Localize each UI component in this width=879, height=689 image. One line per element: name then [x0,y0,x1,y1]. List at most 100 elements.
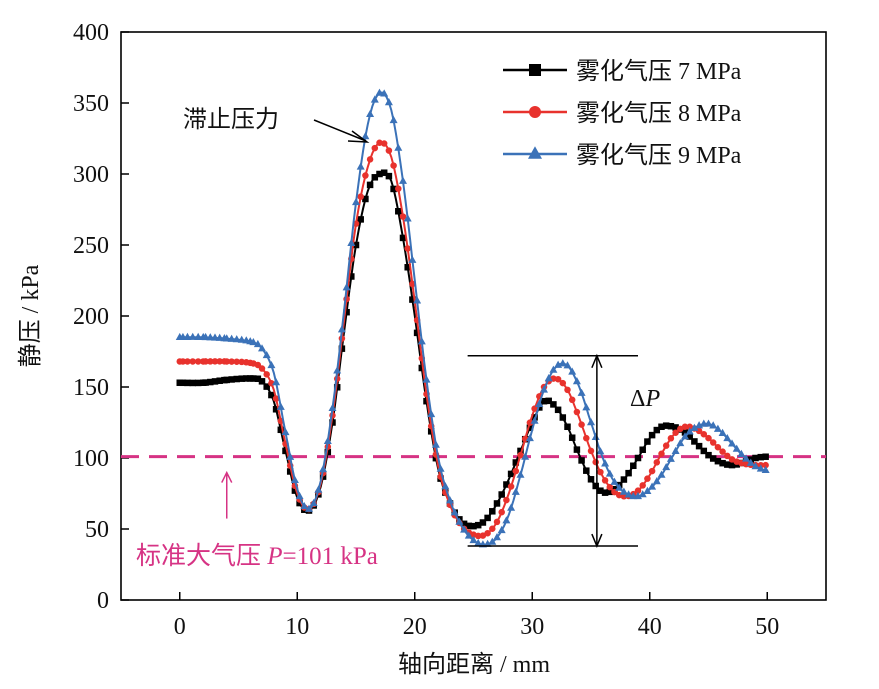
data-point [502,516,511,524]
data-point [540,397,548,405]
data-point [413,296,422,304]
data-point [211,378,219,385]
reference-label-prefix: 标准大气压 [136,542,267,570]
data-point [333,384,341,391]
data-point [723,433,732,442]
x-tick-label: 40 [638,614,662,640]
data-point [583,434,590,442]
data-point [427,409,436,418]
data-point [329,419,336,426]
legend-marker [529,64,541,76]
x-tick-label: 10 [285,614,309,640]
data-point [498,508,505,516]
y-tick-label: 200 [73,304,109,330]
data-point [413,329,421,337]
data-point [493,500,501,507]
data-point [228,376,235,383]
data-point [441,482,450,490]
y-tick-label: 150 [73,375,109,401]
data-point [596,447,605,455]
data-point [762,461,769,469]
y-tick-label: 300 [73,162,109,188]
data-point [450,508,459,516]
data-point [474,532,482,540]
data-point [724,461,731,468]
y-tick-label: 250 [73,233,109,259]
data-point [517,451,524,459]
data-point [578,457,585,464]
data-point [516,470,525,478]
data-point [554,375,562,383]
data-point [258,365,266,372]
data-point [338,345,346,352]
data-point [568,367,577,375]
data-point [597,468,604,476]
data-point [724,452,731,460]
data-point [409,296,416,303]
data-point [474,521,482,529]
data-point [762,453,769,460]
data-point [672,429,679,437]
data-point [202,358,209,365]
data-point [639,446,646,453]
data-point [465,522,473,530]
data-point [286,452,295,460]
series-2 [176,139,769,540]
stagnation-arrow-head [347,130,370,143]
data-point [577,388,586,396]
data-point [667,422,675,430]
y-axis: 0 50 100 150 200 250 300 350 400 [73,20,129,614]
data-point [352,241,360,249]
data-point [356,162,365,170]
data-point [512,467,520,475]
data-point [752,454,759,462]
data-point [572,377,581,385]
data-point [704,419,713,427]
data-point [550,401,557,408]
data-point [634,454,642,462]
data-point [249,337,258,346]
data-point [189,358,196,365]
data-point [375,88,384,96]
data-point [644,438,651,445]
legend-marker [528,146,542,159]
data-point [460,525,469,533]
x-axis: 0 10 20 30 40 50 [174,592,779,640]
reference-label-suffix: =101 kPa [283,543,378,570]
data-point [713,424,722,432]
data-point [272,406,280,413]
data-point [188,332,197,340]
data-point [714,457,722,465]
x-tick-label: 0 [174,614,186,640]
data-point [276,402,285,410]
data-point [535,399,544,407]
data-point [737,449,746,457]
data-point [272,378,281,386]
legend-label: 雾化气压 9 MPa [576,142,742,169]
data-point [587,447,595,455]
reference-line-label: 标准大气压 P=101 kPa [136,542,378,570]
data-point [526,419,534,426]
data-point [578,421,585,428]
data-point [390,185,397,193]
data-point [362,195,369,203]
data-point [563,361,572,369]
data-point [625,469,632,477]
data-point [403,214,412,222]
data-point [690,423,699,431]
data-point [263,371,270,378]
data-point [352,197,360,206]
data-point [568,434,576,441]
data-point [362,172,369,179]
data-point [408,255,417,263]
data-point [644,475,651,482]
data-point [319,465,328,473]
data-point [634,487,642,494]
data-point [446,496,454,504]
data-point [517,447,524,455]
data-point [507,470,515,478]
data-point [189,379,196,387]
legend-label: 雾化气压 7 MPa [576,58,742,85]
data-point [194,379,202,387]
